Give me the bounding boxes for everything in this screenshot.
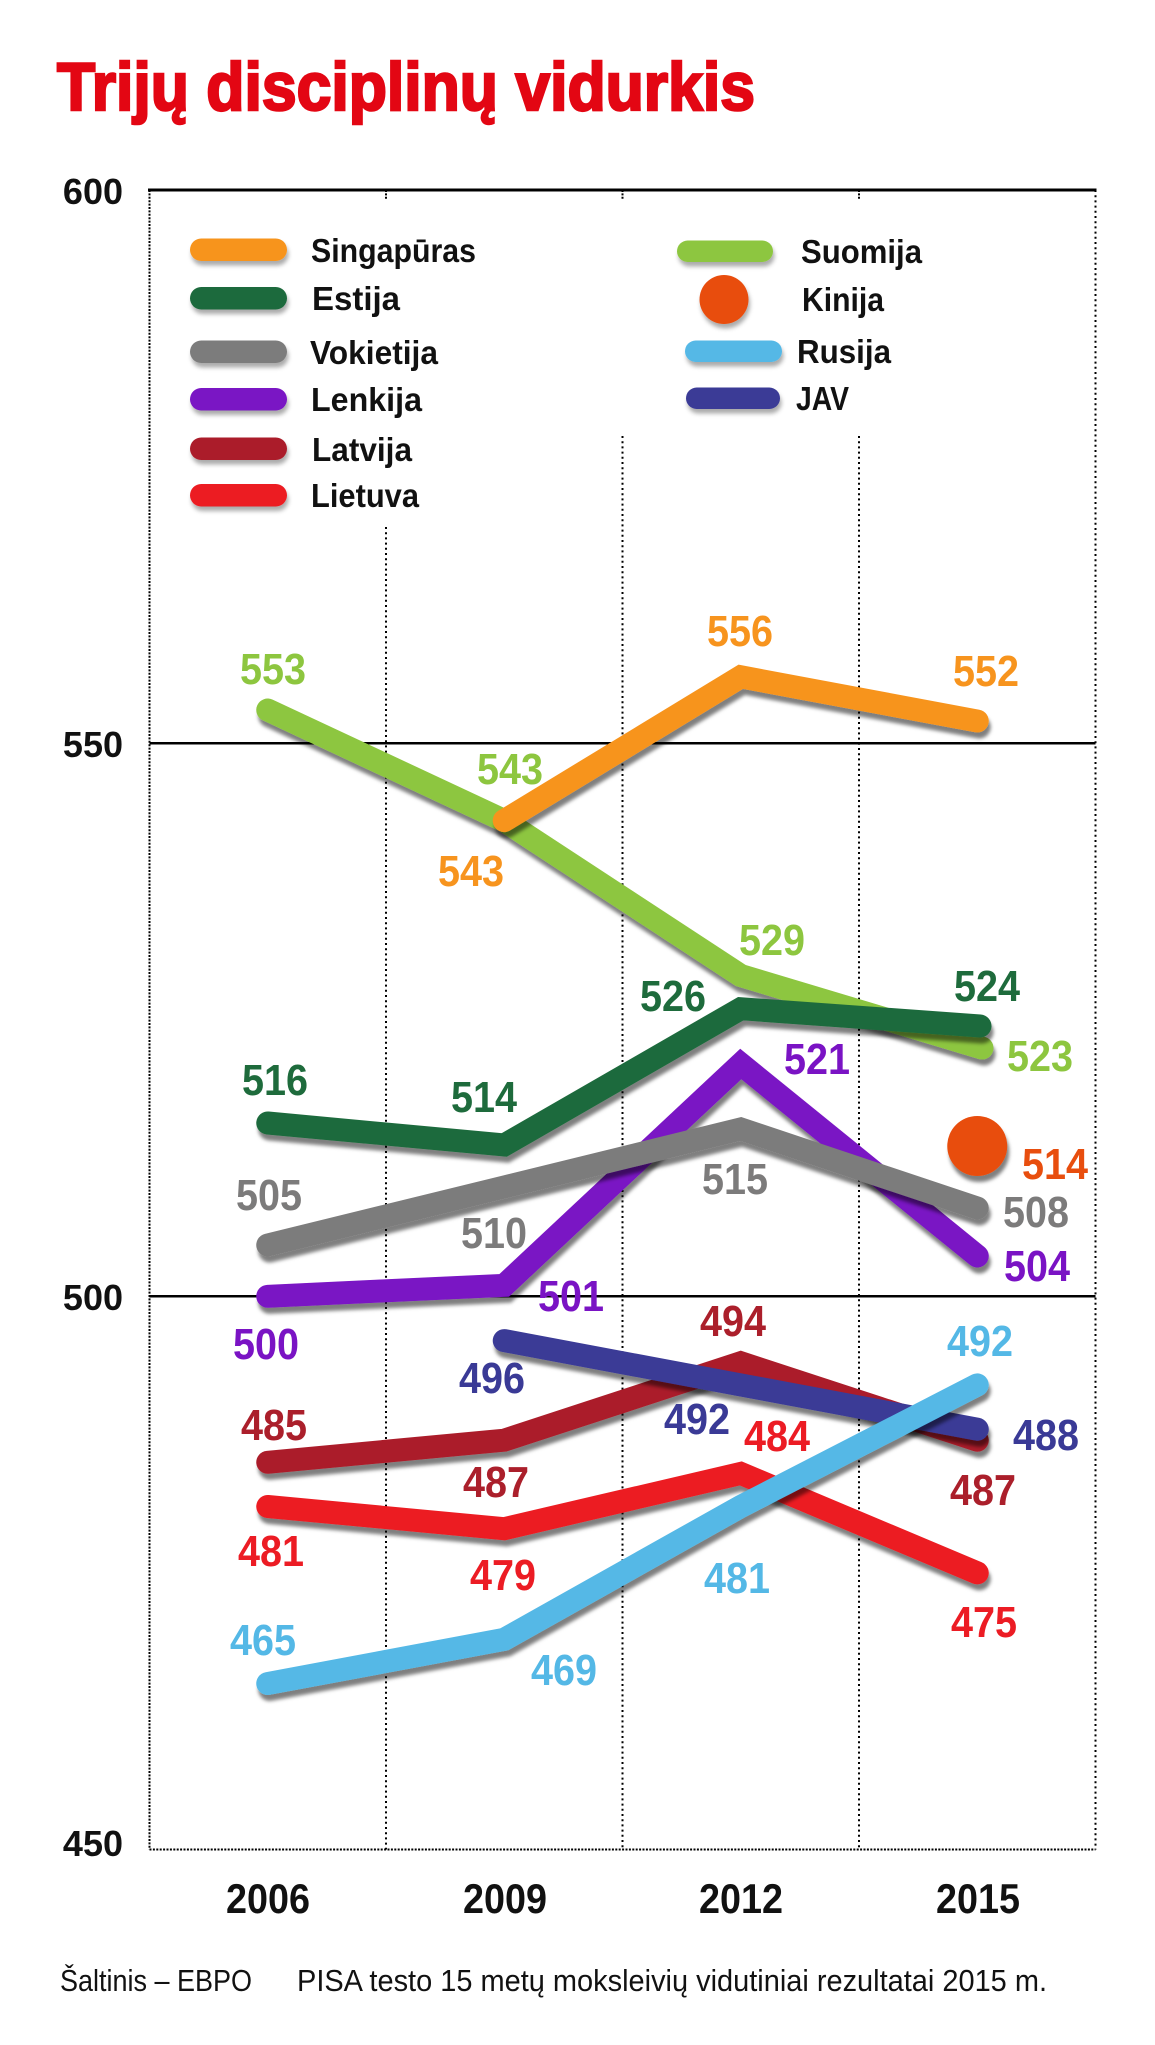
svg-text:JAV: JAV: [796, 380, 849, 417]
svg-text:479: 479: [470, 1551, 536, 1600]
svg-text:Lenkija: Lenkija: [311, 381, 423, 418]
svg-text:484: 484: [744, 1412, 810, 1461]
svg-text:496: 496: [459, 1354, 525, 1403]
svg-text:514: 514: [451, 1073, 517, 1122]
svg-text:Latvija: Latvija: [312, 431, 413, 468]
svg-text:Suomija: Suomija: [801, 233, 923, 270]
svg-text:526: 526: [640, 972, 706, 1021]
svg-text:485: 485: [241, 1401, 307, 1450]
svg-text:450: 450: [63, 1823, 123, 1864]
svg-text:Šaltinis – EBPO: Šaltinis – EBPO: [60, 1963, 252, 1998]
svg-text:523: 523: [1007, 1032, 1073, 1081]
svg-text:487: 487: [463, 1458, 529, 1507]
svg-text:556: 556: [707, 607, 773, 656]
svg-text:521: 521: [784, 1035, 850, 1084]
svg-text:Vokietija: Vokietija: [310, 334, 439, 371]
svg-text:465: 465: [230, 1616, 296, 1665]
svg-text:600: 600: [63, 171, 123, 212]
svg-text:Trijų disciplinų vidurkis: Trijų disciplinų vidurkis: [57, 49, 755, 125]
svg-text:514: 514: [1022, 1140, 1088, 1189]
svg-text:488: 488: [1013, 1411, 1079, 1460]
svg-text:475: 475: [951, 1598, 1017, 1647]
svg-text:PISA testo 15 metų moksleivių: PISA testo 15 metų moksleivių vidutiniai…: [297, 1963, 1047, 1998]
svg-text:529: 529: [739, 916, 805, 965]
svg-text:494: 494: [700, 1297, 766, 1346]
svg-text:2009: 2009: [463, 1875, 547, 1922]
svg-text:505: 505: [236, 1171, 302, 1220]
svg-text:500: 500: [63, 1277, 123, 1318]
svg-text:2006: 2006: [226, 1875, 310, 1922]
svg-text:543: 543: [438, 847, 504, 896]
svg-text:Estija: Estija: [312, 280, 401, 317]
svg-text:501: 501: [538, 1272, 604, 1321]
svg-text:500: 500: [233, 1320, 299, 1369]
svg-text:516: 516: [242, 1056, 308, 1105]
svg-text:2015: 2015: [936, 1875, 1020, 1922]
svg-text:515: 515: [702, 1155, 768, 1204]
svg-text:508: 508: [1003, 1188, 1069, 1237]
svg-text:Kinija: Kinija: [802, 281, 885, 318]
svg-text:492: 492: [664, 1395, 730, 1444]
svg-text:553: 553: [240, 645, 306, 694]
svg-text:2012: 2012: [699, 1875, 783, 1922]
svg-text:481: 481: [704, 1554, 770, 1603]
svg-text:552: 552: [953, 647, 1019, 696]
svg-text:487: 487: [950, 1466, 1016, 1515]
svg-text:543: 543: [477, 745, 543, 794]
svg-text:524: 524: [954, 962, 1020, 1011]
svg-text:504: 504: [1004, 1242, 1070, 1291]
svg-text:550: 550: [63, 724, 123, 765]
svg-text:Singapūras: Singapūras: [311, 232, 476, 269]
svg-text:469: 469: [531, 1646, 597, 1695]
svg-text:492: 492: [947, 1317, 1013, 1366]
svg-text:481: 481: [238, 1527, 304, 1576]
svg-text:Lietuva: Lietuva: [311, 477, 420, 514]
svg-text:Rusija: Rusija: [797, 333, 892, 370]
svg-text:510: 510: [461, 1209, 527, 1258]
